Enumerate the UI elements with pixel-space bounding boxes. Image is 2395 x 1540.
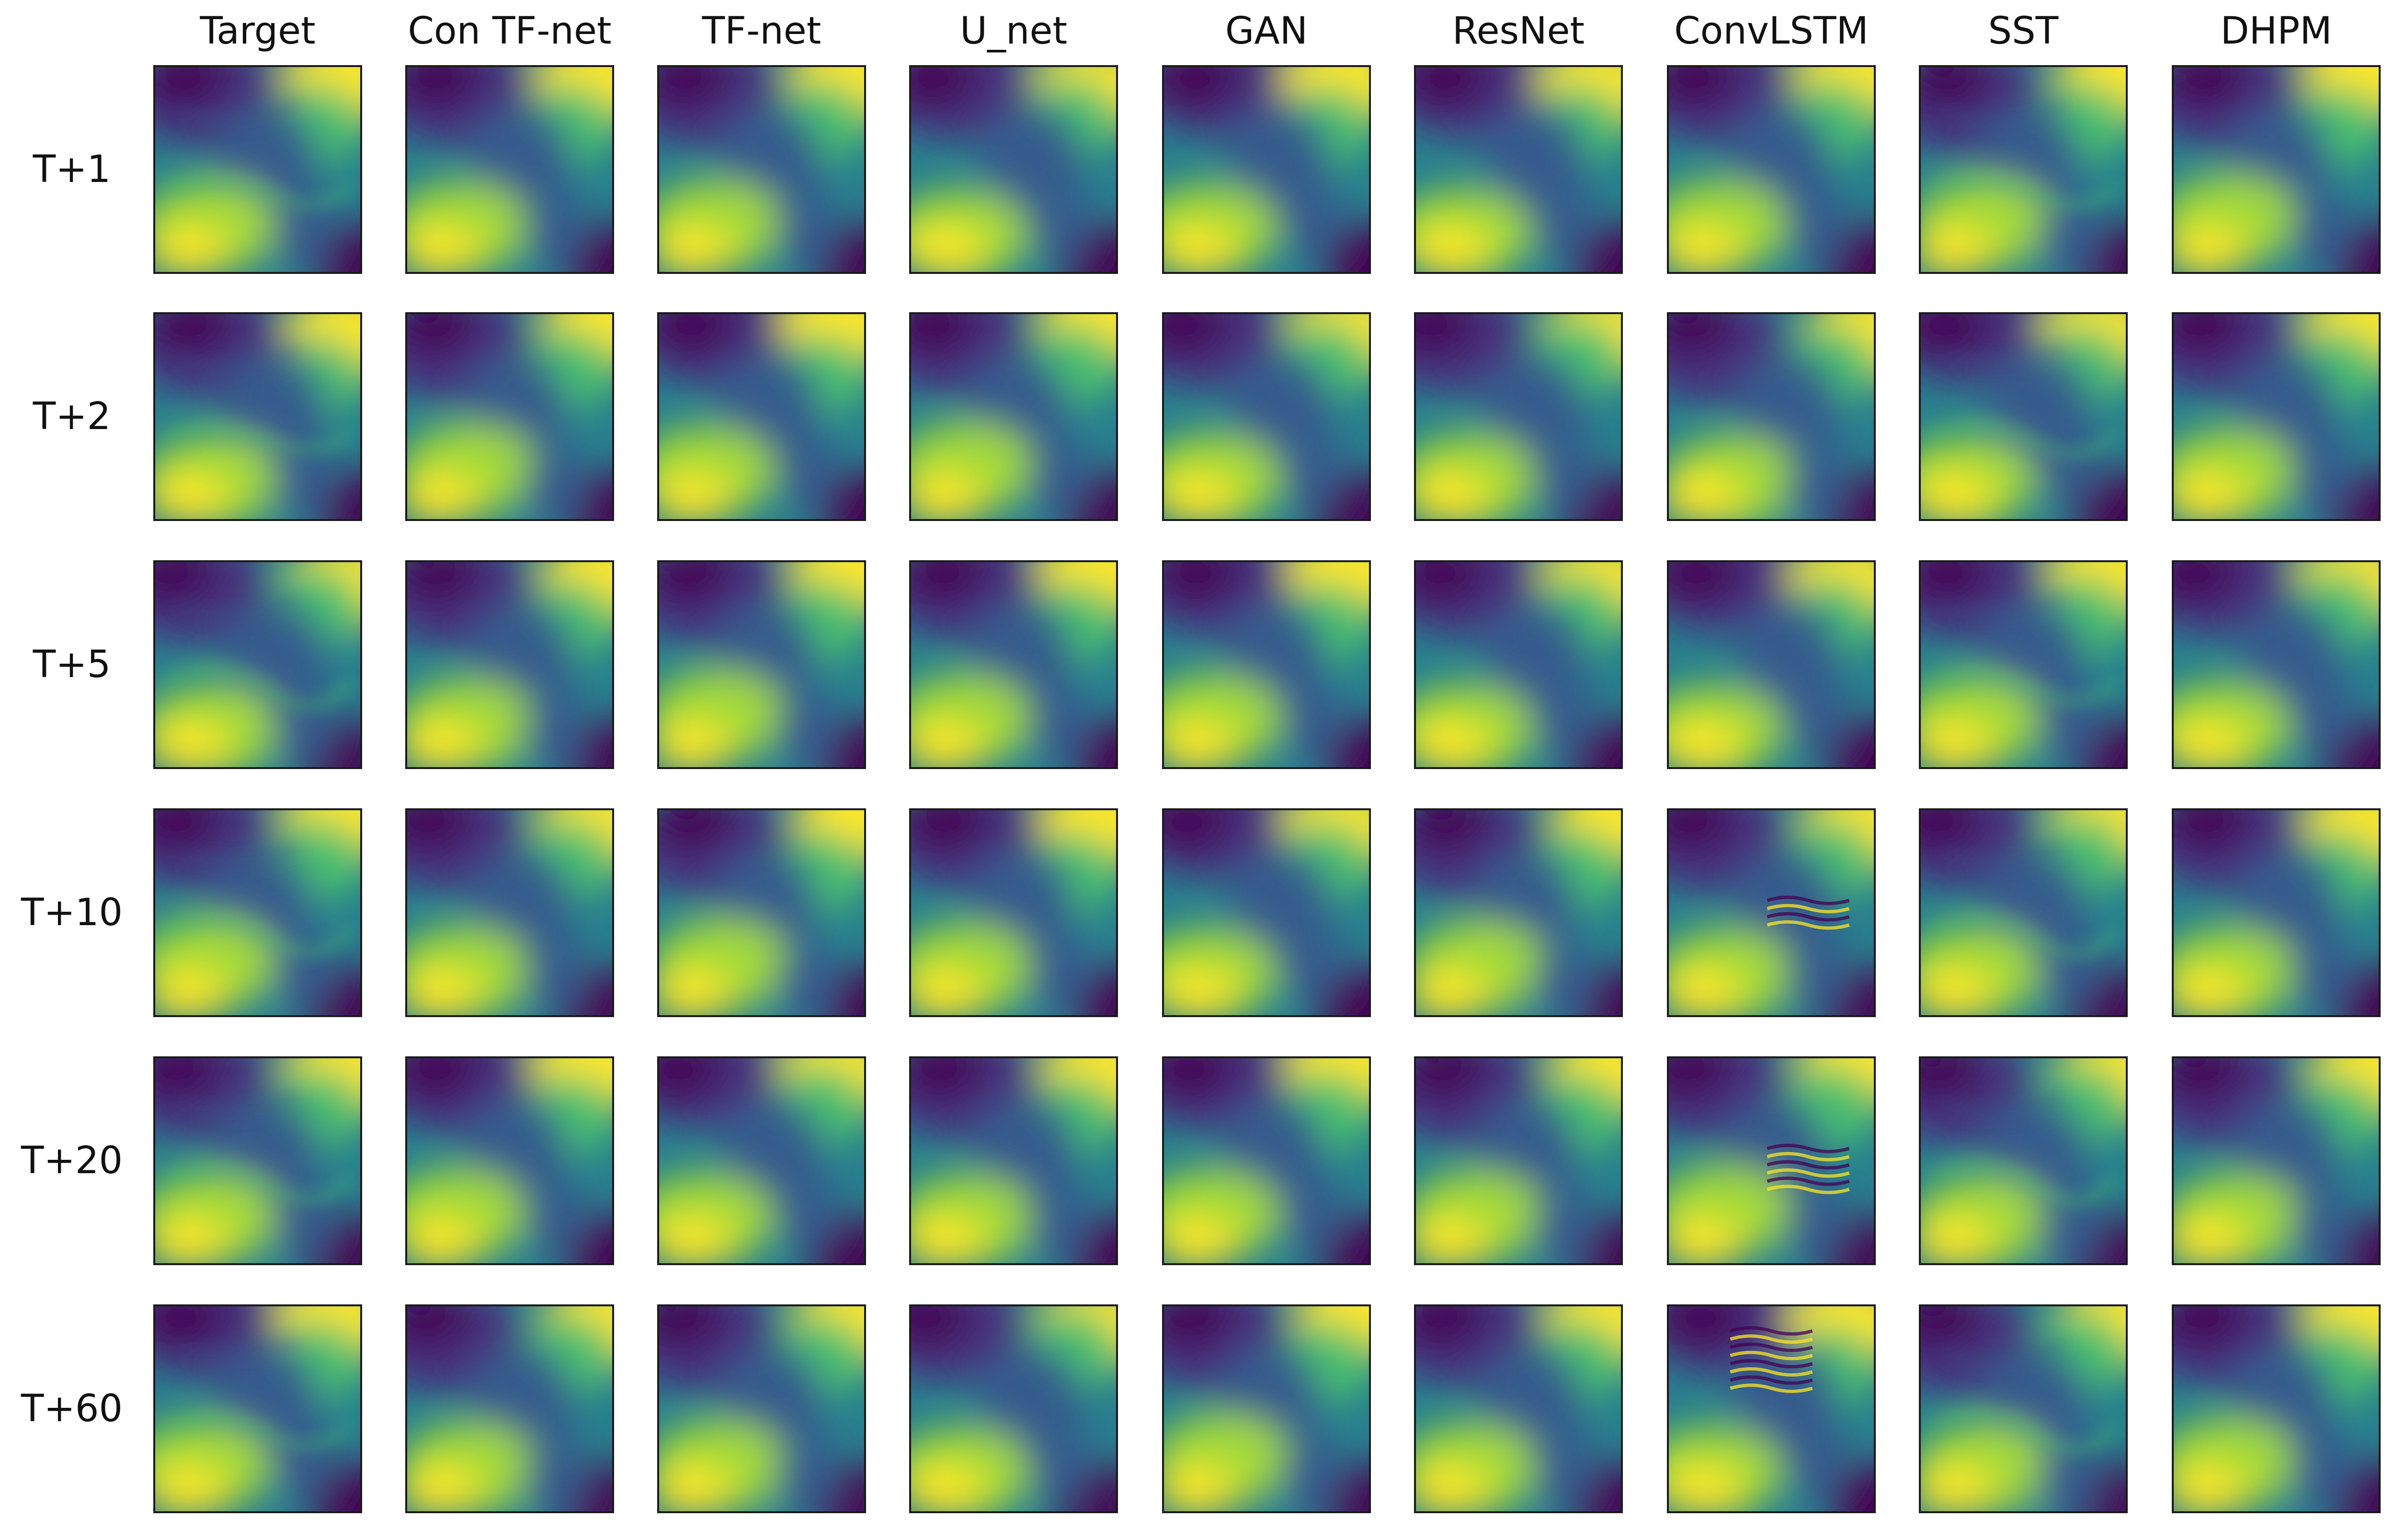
heatmap-panel — [153, 560, 362, 769]
heatmap-panel — [1162, 1304, 1371, 1513]
heatmap-panel — [657, 1056, 866, 1265]
row-label: T+1 — [33, 148, 111, 191]
heatmap-panel — [405, 1304, 614, 1513]
heatmap-panel — [2172, 1304, 2381, 1513]
row-label: T+2 — [33, 395, 111, 438]
heatmap-panel — [1414, 1056, 1623, 1265]
column-title: SST — [1988, 10, 2059, 53]
heatmap-panel — [1667, 65, 1876, 274]
heatmap-panel — [909, 1304, 1118, 1513]
heatmap-panel — [1162, 808, 1371, 1017]
heatmap-panel — [1667, 312, 1876, 521]
heatmap-panel — [2172, 560, 2381, 769]
heatmap-panel — [1162, 312, 1371, 521]
row-label: T+60 — [21, 1387, 123, 1430]
heatmap-panel — [1414, 312, 1623, 521]
heatmap-panel — [153, 1056, 362, 1265]
heatmap-panel — [1919, 312, 2128, 521]
heatmap-panel — [1919, 808, 2128, 1017]
heatmap-panel — [153, 312, 362, 521]
heatmap-panel — [153, 65, 362, 274]
heatmap-panel — [1667, 808, 1876, 1017]
heatmap-panel — [1667, 1056, 1876, 1265]
row-label: T+20 — [21, 1139, 123, 1182]
heatmap-panel — [657, 560, 866, 769]
heatmap-panel — [909, 808, 1118, 1017]
heatmap-panel — [405, 1056, 614, 1265]
column-title: Target — [200, 10, 316, 53]
heatmap-panel — [1919, 1056, 2128, 1265]
heatmap-panel — [2172, 808, 2381, 1017]
heatmap-panel — [909, 560, 1118, 769]
heatmap-panel — [2172, 312, 2381, 521]
heatmap-panel — [909, 312, 1118, 521]
heatmap-panel — [2172, 1056, 2381, 1265]
column-title: DHPM — [2220, 10, 2332, 53]
heatmap-panel — [657, 65, 866, 274]
heatmap-panel — [657, 312, 866, 521]
heatmap-panel — [1162, 1056, 1371, 1265]
heatmap-panel — [1414, 560, 1623, 769]
heatmap-panel — [405, 65, 614, 274]
heatmap-panel — [405, 808, 614, 1017]
column-title: TF-net — [702, 10, 821, 53]
column-title: ConvLSTM — [1674, 10, 1869, 53]
heatmap-panel — [153, 808, 362, 1017]
heatmap-panel — [657, 808, 866, 1017]
heatmap-panel — [909, 1056, 1118, 1265]
heatmap-panel — [657, 1304, 866, 1513]
heatmap-panel — [909, 65, 1118, 274]
heatmap-panel — [1162, 65, 1371, 274]
heatmap-panel — [2172, 65, 2381, 274]
heatmap-panel — [1162, 560, 1371, 769]
column-title: GAN — [1225, 10, 1308, 53]
column-title: Con TF-net — [408, 10, 612, 53]
heatmap-panel — [405, 560, 614, 769]
heatmap-panel — [405, 312, 614, 521]
heatmap-panel — [1919, 65, 2128, 274]
heatmap-panel — [1667, 1304, 1876, 1513]
column-title: U_net — [959, 10, 1068, 53]
heatmap-panel — [1919, 1304, 2128, 1513]
heatmap-panel — [1414, 808, 1623, 1017]
heatmap-panel — [1919, 560, 2128, 769]
heatmap-panel — [1667, 560, 1876, 769]
heatmap-panel — [153, 1304, 362, 1513]
row-label: T+10 — [21, 891, 123, 934]
heatmap-panel — [1414, 65, 1623, 274]
heatmap-panel — [1414, 1304, 1623, 1513]
row-label: T+5 — [33, 643, 111, 686]
column-title: ResNet — [1452, 10, 1585, 53]
